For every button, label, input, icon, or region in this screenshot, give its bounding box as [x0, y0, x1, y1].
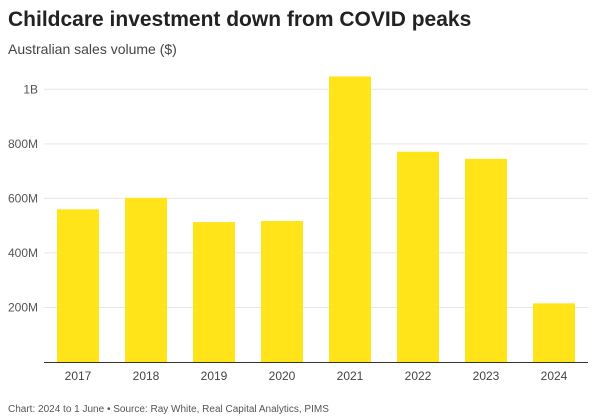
y-tick-label: 400M: [8, 246, 38, 260]
x-tick-label: 2024: [541, 369, 568, 383]
bar-2017: [57, 209, 99, 362]
bar-2018: [125, 197, 167, 362]
x-tick-label: 2023: [473, 369, 500, 383]
bars: [57, 76, 575, 363]
y-tick-label: 800M: [8, 137, 38, 151]
x-axis-tick-labels: 2017 2018 2019 2020 2021 2022 2023 2024: [65, 369, 568, 383]
x-tick-label: 2020: [269, 369, 296, 383]
y-tick-label: 1B: [23, 82, 38, 96]
bar-2022: [397, 151, 439, 362]
x-tick-label: 2017: [65, 369, 92, 383]
y-axis-tick-labels: 200M 400M 600M 800M 1B: [8, 82, 38, 314]
bar-2021: [329, 76, 371, 363]
chart-title: Childcare investment down from COVID pea…: [8, 8, 472, 31]
y-tick-label: 600M: [8, 191, 38, 205]
x-tick-label: 2019: [201, 369, 228, 383]
x-tick-label: 2018: [133, 369, 160, 383]
y-tick-label: 200M: [8, 300, 38, 314]
bar-2023: [465, 158, 507, 362]
bar-2020: [261, 221, 303, 362]
bar-2019: [193, 222, 235, 362]
x-tick-label: 2021: [337, 369, 364, 383]
chart-source-note: Chart: 2024 to 1 June • Source: Ray Whit…: [8, 404, 329, 415]
bar-2024: [533, 303, 575, 362]
x-tick-label: 2022: [405, 369, 432, 383]
chart-subtitle: Australian sales volume ($): [8, 41, 177, 57]
